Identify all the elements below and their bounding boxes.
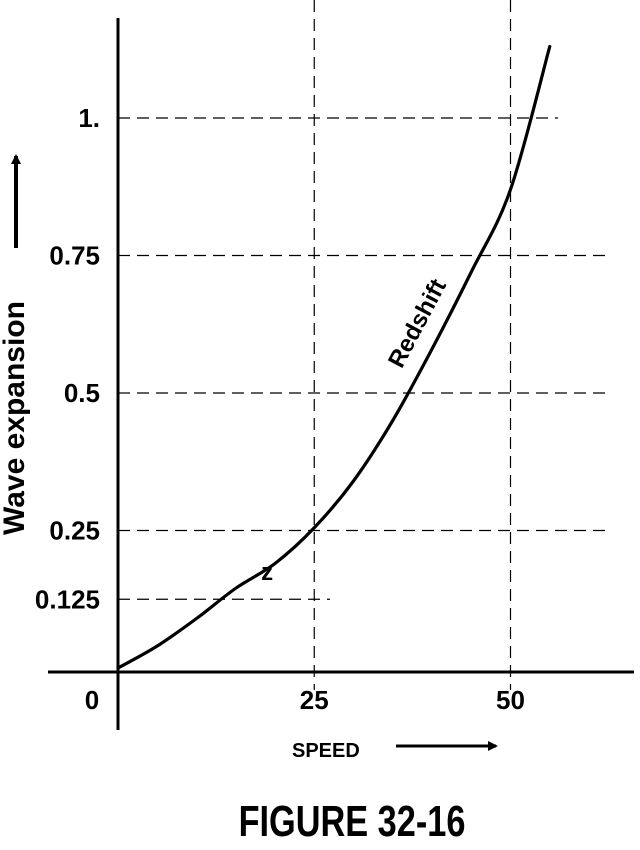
- series-line: [116, 44, 552, 670]
- series-curves: [116, 44, 552, 670]
- grid-lines: [118, 0, 610, 690]
- y-tick-label: 0.25: [49, 516, 100, 546]
- y-tick-label: 0.5: [64, 378, 100, 408]
- y-axis-title: Wave expansion: [0, 301, 31, 535]
- y-axis-title-group: Wave expansion: [0, 301, 31, 535]
- annotations: Redshift z: [261, 275, 452, 586]
- x-tick-label: 25: [300, 685, 329, 715]
- annotation-label: z: [261, 559, 273, 586]
- y-tick-label: 0.75: [49, 241, 100, 271]
- origin-label: 0: [85, 685, 99, 715]
- y-tick-label: 0.125: [35, 584, 100, 614]
- axes: [48, 18, 634, 730]
- figure-title: FIGURE 32-16: [239, 797, 466, 846]
- y-tick-label: 1.: [78, 103, 100, 133]
- x-tick-label: 50: [496, 685, 525, 715]
- x-axis-title: SPEED: [292, 740, 360, 762]
- tick-labels: 0.125 0.25 0.5 0.75 1. 25 50: [35, 103, 525, 715]
- annotation-label: Redshift: [383, 275, 452, 372]
